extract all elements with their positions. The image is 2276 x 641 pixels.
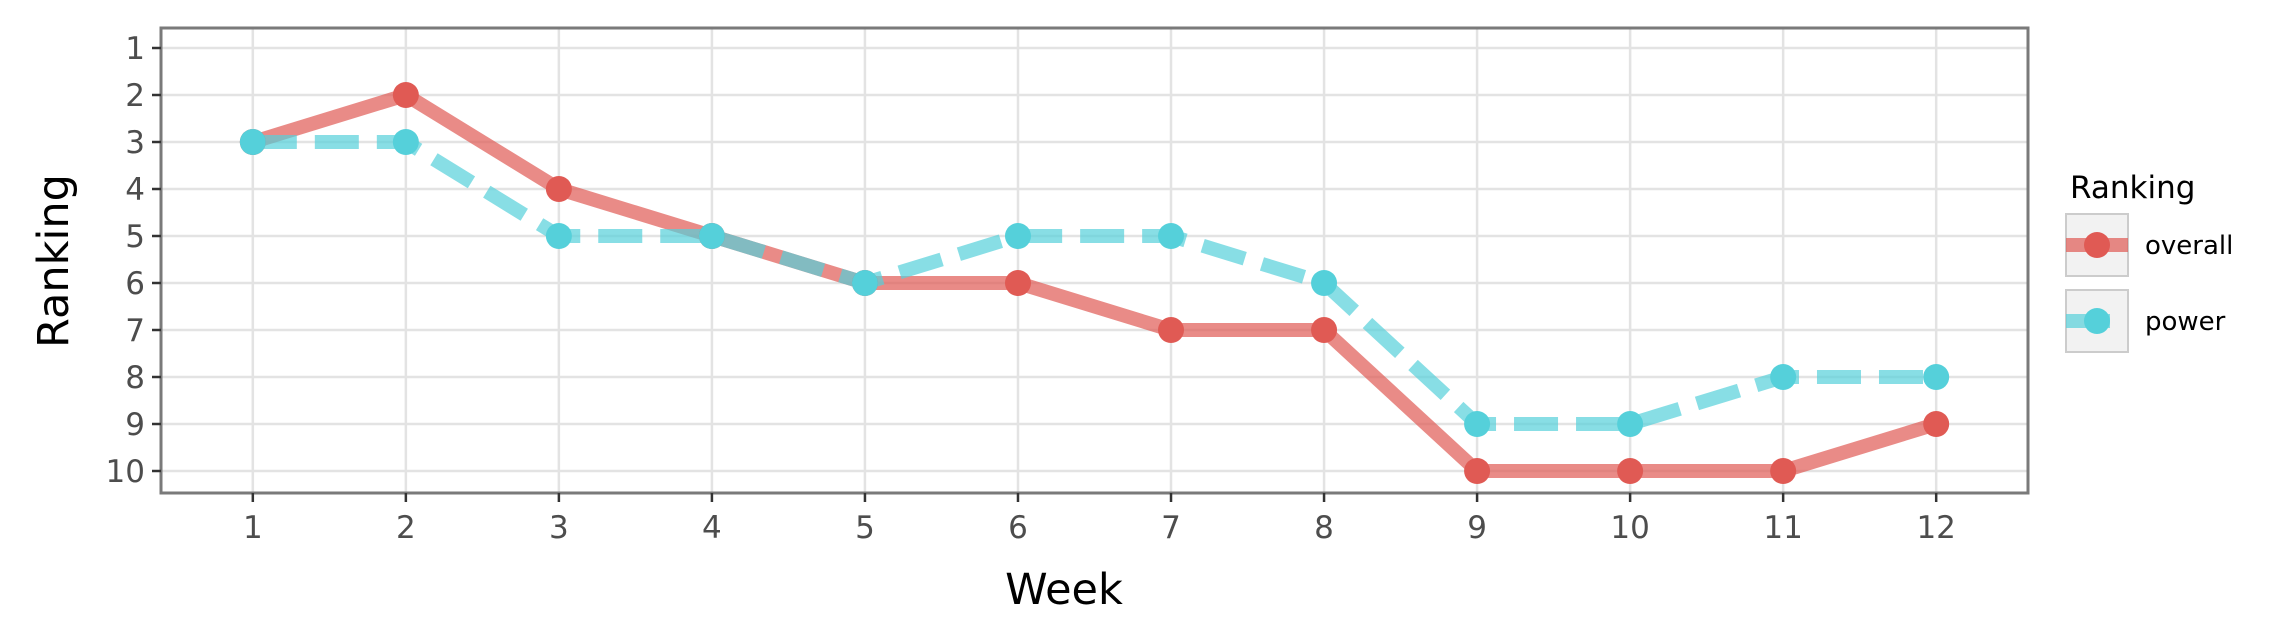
series-line-power bbox=[252, 135, 1937, 431]
data-point-overall bbox=[1311, 317, 1338, 343]
legend: Ranking overall power bbox=[2065, 170, 2233, 353]
x-axis-title: Week bbox=[1005, 565, 1123, 615]
x-tick-label: 11 bbox=[1763, 510, 1802, 546]
y-tick-label: 7 bbox=[125, 313, 145, 349]
series-points-power bbox=[239, 129, 1950, 437]
data-point-overall bbox=[545, 176, 572, 202]
y-tick-label: 3 bbox=[125, 125, 145, 161]
plot-panel-border bbox=[159, 26, 2030, 495]
series-line-overall bbox=[250, 88, 1939, 478]
x-tick-label: 1 bbox=[243, 510, 263, 546]
data-point-power bbox=[851, 270, 878, 296]
legend-key-point bbox=[2084, 232, 2110, 258]
legend-key-point bbox=[2084, 308, 2110, 334]
y-tick-label: 8 bbox=[125, 360, 145, 396]
x-tick-label: 6 bbox=[1008, 510, 1028, 546]
data-point-overall bbox=[1004, 270, 1031, 296]
x-tick-label: 4 bbox=[702, 510, 722, 546]
x-tick-label: 5 bbox=[855, 510, 875, 546]
x-tick-label: 8 bbox=[1314, 510, 1334, 546]
legend-label: overall bbox=[2145, 231, 2233, 261]
data-point-power bbox=[239, 129, 266, 155]
series-layer bbox=[239, 82, 1950, 484]
x-tick-label: 12 bbox=[1916, 510, 1955, 546]
y-tick-label: 9 bbox=[125, 407, 145, 443]
data-point-power bbox=[545, 223, 572, 249]
data-point-overall bbox=[392, 82, 419, 108]
y-tick-label: 4 bbox=[125, 172, 145, 208]
legend-title: Ranking bbox=[2070, 170, 2195, 206]
data-point-power bbox=[1464, 411, 1491, 437]
legend-item-overall: overall bbox=[2065, 213, 2233, 277]
legend-entries: overall power bbox=[2065, 213, 2233, 353]
data-point-power bbox=[392, 129, 419, 155]
grid-lines bbox=[161, 28, 2028, 493]
x-tick-label: 7 bbox=[1161, 510, 1181, 546]
y-tick-label: 5 bbox=[125, 219, 145, 255]
legend-label: power bbox=[2145, 307, 2226, 337]
data-point-power bbox=[698, 223, 725, 249]
data-point-power bbox=[1311, 270, 1338, 296]
data-point-power bbox=[1770, 364, 1797, 390]
y-tick-label: 1 bbox=[125, 31, 145, 67]
data-point-overall bbox=[1923, 411, 1950, 437]
plot-background bbox=[161, 28, 2028, 493]
x-tick-label: 2 bbox=[396, 510, 416, 546]
data-point-power bbox=[1004, 223, 1031, 249]
data-point-overall bbox=[1617, 458, 1644, 484]
y-tick-label: 6 bbox=[125, 266, 145, 302]
series-power bbox=[252, 135, 1937, 431]
series-overall bbox=[250, 88, 1939, 478]
y-axis-title: Ranking bbox=[29, 174, 79, 348]
data-point-power bbox=[1617, 411, 1644, 437]
data-point-overall bbox=[1464, 458, 1491, 484]
data-point-power bbox=[1923, 364, 1950, 390]
data-point-overall bbox=[1770, 458, 1797, 484]
data-point-overall bbox=[1158, 317, 1185, 343]
legend-item-power: power bbox=[2065, 289, 2226, 353]
x-tick-label: 9 bbox=[1467, 510, 1487, 546]
x-tick-label: 10 bbox=[1610, 510, 1649, 546]
data-point-power bbox=[1158, 223, 1185, 249]
x-tick-label: 3 bbox=[549, 510, 569, 546]
y-tick-label: 10 bbox=[106, 454, 145, 490]
y-tick-label: 2 bbox=[125, 78, 145, 114]
